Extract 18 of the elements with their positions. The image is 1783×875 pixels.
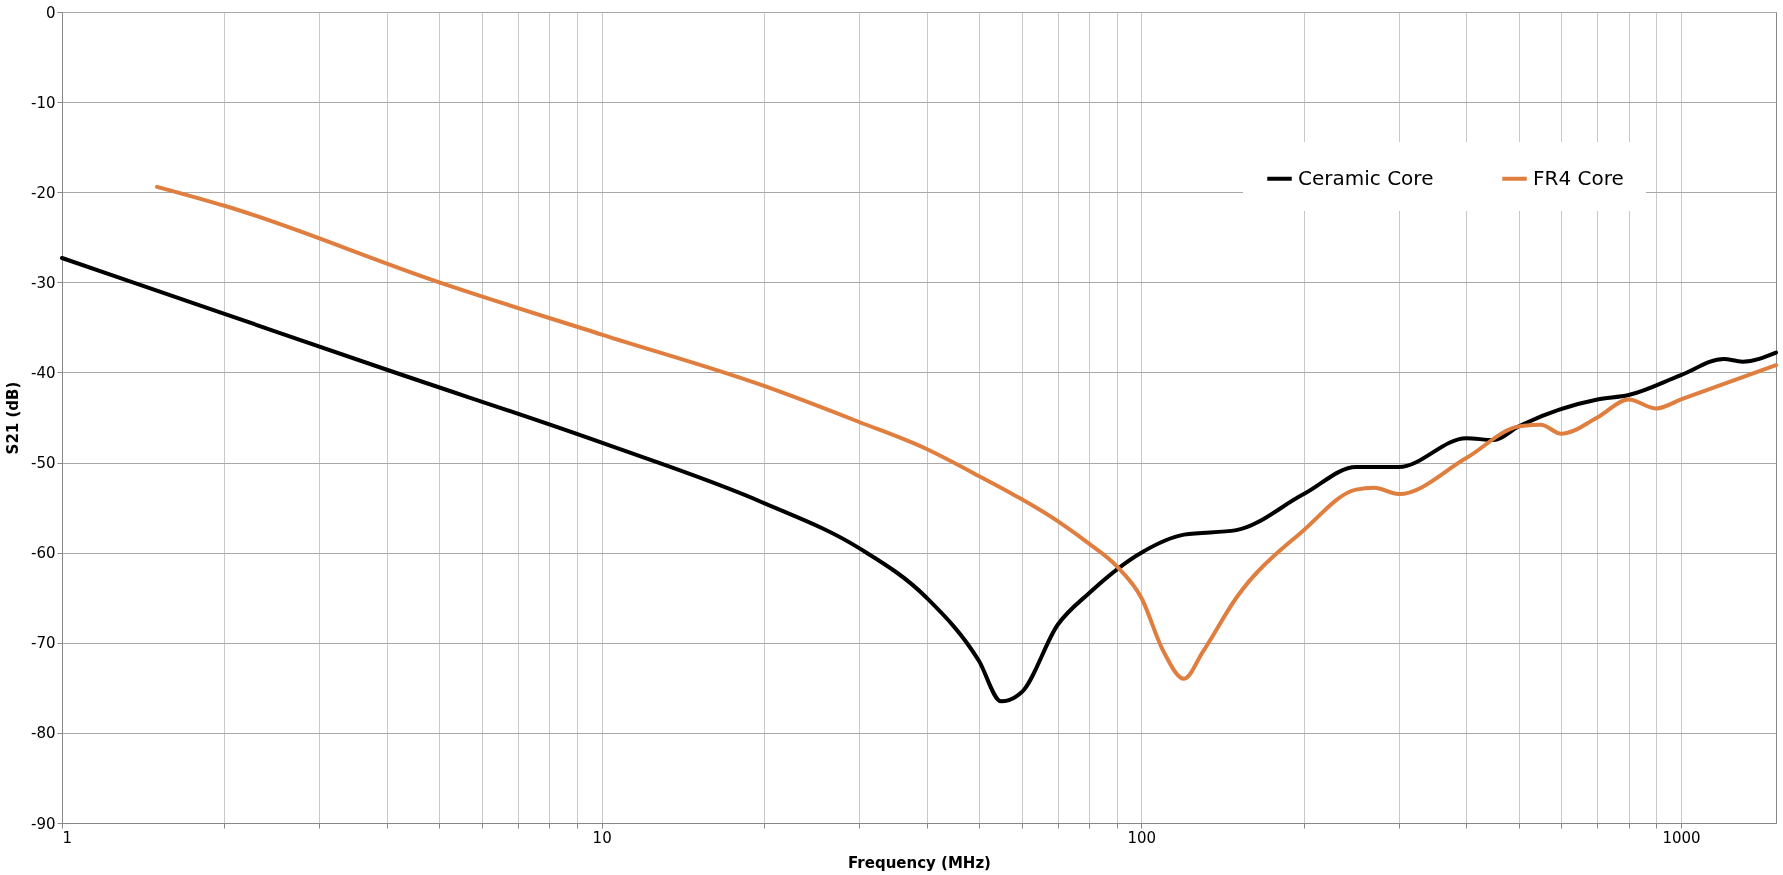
y-tick-label: -60 (31, 544, 56, 563)
legend-label: FR4 Core (1533, 165, 1624, 190)
y-tick-label: 0 (45, 3, 56, 22)
x-tick-label: 100 (1127, 828, 1157, 847)
y-tick-label: -50 (31, 454, 56, 473)
x-tick-label: 1000 (1662, 828, 1701, 847)
y-tick-label: -70 (31, 634, 56, 653)
y-tick-label: -30 (31, 273, 56, 292)
x-axis-title: Frequency (MHz) (848, 853, 991, 872)
y-tick-label: -80 (31, 724, 56, 743)
y-tick-label: -20 (31, 183, 56, 202)
y-tick-label: -10 (31, 93, 56, 112)
y-tick-label: -40 (31, 363, 56, 382)
y-axis-title: S21 (dB) (4, 381, 22, 455)
y-tick-label: -90 (31, 814, 56, 833)
x-tick-label: 1 (62, 828, 73, 847)
legend-label: Ceramic Core (1298, 165, 1434, 190)
x-tick-label: 10 (592, 828, 612, 847)
